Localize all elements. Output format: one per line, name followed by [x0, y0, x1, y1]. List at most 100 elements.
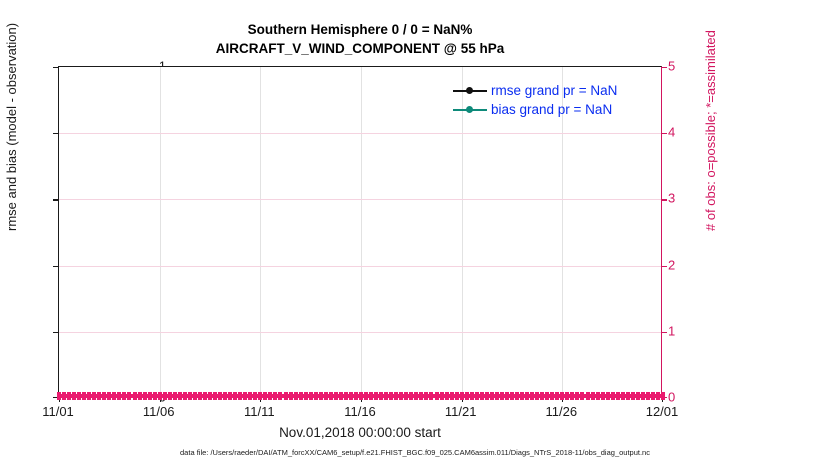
legend-item-bias[interactable]: bias grand pr = NaN [453, 100, 653, 119]
obs-count-marker [364, 392, 369, 400]
x-tick-mark [361, 396, 363, 402]
obs-count-marker [243, 392, 248, 400]
obs-count-marker [97, 392, 102, 400]
legend-item-rmse[interactable]: rmse grand pr = NaN [453, 81, 653, 100]
obs-count-marker [439, 392, 444, 400]
obs-count-marker [444, 392, 449, 400]
x-tick-mark [260, 396, 262, 402]
y-tick-mark-left [53, 265, 59, 267]
obs-count-marker [449, 392, 454, 400]
obs-count-marker [630, 392, 635, 400]
obs-count-marker [545, 392, 550, 400]
obs-count-marker [72, 392, 77, 400]
obs-count-marker [67, 392, 72, 400]
y-tick-right-0: 0 [668, 389, 676, 405]
obs-count-marker [474, 392, 479, 400]
y-tick-mark-right [661, 199, 667, 201]
obs-count-marker [575, 392, 580, 400]
obs-count-marker [182, 392, 187, 400]
obs-count-marker [147, 392, 152, 400]
x-tick-1111: 11/11 [243, 404, 275, 419]
obs-count-marker [484, 392, 489, 400]
y-tick-mark-right [661, 265, 667, 267]
obs-count-marker [263, 392, 268, 400]
x-tick-mark [562, 396, 564, 402]
obs-count-marker [132, 392, 137, 400]
obs-count-marker [318, 392, 323, 400]
obs-count-marker [590, 392, 595, 400]
obs-count-marker [127, 392, 132, 400]
obs-count-marker [464, 392, 469, 400]
obs-count-marker [555, 392, 560, 400]
obs-count-marker [540, 392, 545, 400]
obs-count-marker [494, 392, 499, 400]
obs-count-marker [233, 392, 238, 400]
obs-count-marker [308, 392, 313, 400]
obs-count-marker [187, 392, 192, 400]
y-axis-right-title: # of obs: o=possible; *=assimilated [703, 30, 718, 231]
obs-count-marker [635, 392, 640, 400]
obs-count-marker [172, 392, 177, 400]
obs-count-marker [303, 392, 308, 400]
x-tick-mark [461, 396, 463, 402]
y-tick-mark-right [661, 133, 667, 135]
obs-count-marker [404, 392, 409, 400]
obs-count-marker [228, 392, 233, 400]
obs-count-marker [535, 392, 540, 400]
obs-count-marker [454, 392, 459, 400]
obs-count-marker [394, 392, 399, 400]
obs-count-marker [479, 392, 484, 400]
obs-count-marker [645, 392, 650, 400]
obs-count-marker [379, 392, 384, 400]
y-tick-right-1: 1 [668, 323, 676, 339]
obs-count-marker [333, 392, 338, 400]
obs-count-marker [202, 392, 207, 400]
y-tick-mark-left [53, 133, 59, 135]
obs-count-marker [489, 392, 494, 400]
y-tick-right-3: 3 [668, 190, 676, 206]
obs-count-marker [167, 392, 172, 400]
y-axis-left-title: rmse and bias (model - observation) [4, 22, 19, 231]
obs-count-marker [107, 392, 112, 400]
obs-count-marker [600, 392, 605, 400]
y-tick-mark-left [53, 67, 59, 69]
x-tick-1121: 11/21 [444, 404, 477, 419]
obs-count-marker [273, 392, 278, 400]
obs-count-marker [655, 392, 660, 400]
obs-count-marker [620, 392, 625, 400]
x-tick-mark [662, 396, 664, 402]
data-file-caption: data file: /Users/raeder/DAI/ATM_forcXX/… [180, 448, 650, 457]
obs-count-marker [338, 392, 343, 400]
obs-count-marker [530, 392, 535, 400]
obs-count-marker [313, 392, 318, 400]
obs-count-marker [323, 392, 328, 400]
obs-count-marker [469, 392, 474, 400]
gridline-vertical [159, 67, 161, 396]
chart-title-block: Southern Hemisphere 0 / 0 = NaN% AIRCRAF… [58, 20, 662, 58]
y-tick-right-2: 2 [668, 257, 676, 273]
obs-count-marker [238, 392, 243, 400]
x-tick-1101a: 11/01 [42, 404, 74, 419]
obs-count-marker [570, 392, 575, 400]
obs-count-marker [213, 392, 218, 400]
obs-count-marker [223, 392, 228, 400]
obs-count-marker [278, 392, 283, 400]
obs-count-marker [369, 392, 374, 400]
obs-count-marker [625, 392, 630, 400]
obs-count-marker [343, 392, 348, 400]
obs-count-marker [504, 392, 509, 400]
obs-count-marker [62, 392, 67, 400]
obs-count-marker [348, 392, 353, 400]
obs-count-marker [92, 392, 97, 400]
obs-count-marker [550, 392, 555, 400]
obs-count-marker [499, 392, 504, 400]
obs-count-marker [288, 392, 293, 400]
y-tick-mark-left [53, 199, 59, 201]
obs-count-marker [298, 392, 303, 400]
obs-count-marker [353, 392, 358, 400]
obs-count-marker [399, 392, 404, 400]
x-tick-1201: 12/01 [645, 404, 679, 419]
obs-count-marker [429, 392, 434, 400]
series-zero-line [59, 394, 661, 396]
obs-count-marker [515, 392, 520, 400]
